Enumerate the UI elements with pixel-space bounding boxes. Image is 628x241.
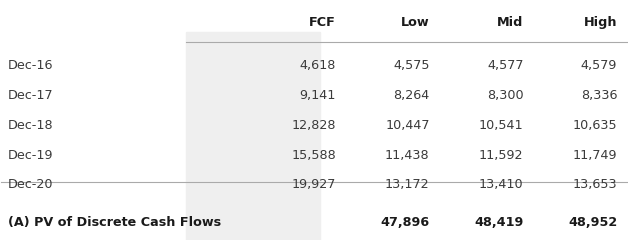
Text: 8,300: 8,300 [487,89,524,102]
Text: 8,336: 8,336 [581,89,617,102]
Text: 47,896: 47,896 [381,216,430,229]
Text: 8,264: 8,264 [393,89,430,102]
Text: 4,618: 4,618 [300,59,336,72]
Text: 15,588: 15,588 [291,148,336,161]
Text: 13,653: 13,653 [573,178,617,191]
Text: Dec-19: Dec-19 [8,148,53,161]
Text: 13,410: 13,410 [479,178,524,191]
Text: Mid: Mid [497,16,524,29]
Text: (A) PV of Discrete Cash Flows: (A) PV of Discrete Cash Flows [8,216,221,229]
Text: Dec-20: Dec-20 [8,178,53,191]
Text: High: High [584,16,617,29]
Text: 10,541: 10,541 [479,119,524,132]
Text: 19,927: 19,927 [291,178,336,191]
Text: 48,952: 48,952 [568,216,617,229]
Text: Low: Low [401,16,430,29]
Text: 4,577: 4,577 [487,59,524,72]
Text: Dec-16: Dec-16 [8,59,53,72]
Text: 10,447: 10,447 [385,119,430,132]
Bar [186,32,320,240]
Text: 4,575: 4,575 [393,59,430,72]
Text: Dec-18: Dec-18 [8,119,53,132]
Text: Dec-17: Dec-17 [8,89,53,102]
Text: 9,141: 9,141 [300,89,336,102]
Text: 4,579: 4,579 [581,59,617,72]
Text: 10,635: 10,635 [573,119,617,132]
Text: 48,419: 48,419 [474,216,524,229]
Text: 12,828: 12,828 [291,119,336,132]
Text: FCF: FCF [309,16,336,29]
Text: 11,749: 11,749 [573,148,617,161]
Text: 11,438: 11,438 [385,148,430,161]
Text: 11,592: 11,592 [479,148,524,161]
Text: 13,172: 13,172 [385,178,430,191]
